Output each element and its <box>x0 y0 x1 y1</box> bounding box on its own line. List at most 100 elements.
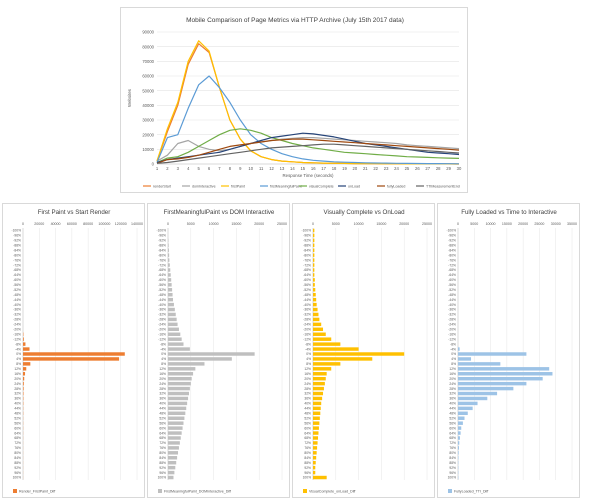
y-tick-label: -52% <box>303 288 311 292</box>
bar <box>23 352 125 355</box>
y-tick-label: 36% <box>14 397 21 401</box>
bar <box>168 402 187 405</box>
y-tick-label: 96% <box>14 471 21 475</box>
x-tick-label: 27 <box>425 166 430 171</box>
y-tick-label: -24% <box>303 323 311 327</box>
y-tick-label: -56% <box>158 283 166 287</box>
diff-bar-chart-meaningful-paint: FirstMeaningfulPaint vs DOM Interactive … <box>148 204 291 499</box>
bar <box>313 347 359 350</box>
y-tick-label: 48% <box>14 411 21 415</box>
y-tick-label: -84% <box>448 248 456 252</box>
y-tick-label: -24% <box>158 323 166 327</box>
y-tick-label: -72% <box>158 263 166 267</box>
y-tick-label: 90000 <box>142 30 154 35</box>
x-tick-label: 28 <box>436 166 441 171</box>
y-tick-label: -20% <box>158 327 166 331</box>
y-tick-label: 64% <box>159 431 166 435</box>
x-tick-label: 5000 <box>332 222 340 226</box>
y-tick-label: -36% <box>13 308 21 312</box>
bar <box>313 412 320 415</box>
y-tick-label: -52% <box>448 288 456 292</box>
bar <box>313 431 318 434</box>
y-tick-label: -76% <box>303 258 311 262</box>
y-tick-label: 72% <box>159 441 166 445</box>
bar <box>313 337 331 340</box>
bar <box>23 377 24 380</box>
y-tick-label: -12% <box>13 337 21 341</box>
x-tick-label: 18 <box>332 166 337 171</box>
y-tick-label: 56% <box>304 421 311 425</box>
bar <box>168 461 176 464</box>
y-tick-label: 80% <box>159 451 166 455</box>
bar <box>168 253 169 256</box>
y-tick-label: -76% <box>158 258 166 262</box>
bar <box>168 367 195 370</box>
y-tick-label: 80% <box>14 451 21 455</box>
x-tick-label: 15000 <box>376 222 386 226</box>
x-tick-label: 25000 <box>534 222 544 226</box>
y-tick-label: -100% <box>156 229 166 233</box>
legend-label: firstPaint <box>231 185 245 189</box>
y-tick-label: -8% <box>305 342 311 346</box>
y-tick-label: 80% <box>449 451 456 455</box>
bar <box>313 278 315 281</box>
bar <box>23 337 24 340</box>
y-tick-label: 32% <box>159 392 166 396</box>
x-tick-label: 24 <box>394 166 399 171</box>
y-tick-label: 56% <box>14 421 21 425</box>
y-tick-label: -80% <box>303 253 311 257</box>
bar <box>168 337 182 340</box>
y-tick-label: 20% <box>449 377 456 381</box>
x-tick-label: 25 <box>405 166 410 171</box>
y-tick-label: 24% <box>304 382 311 386</box>
y-tick-label: 40% <box>304 402 311 406</box>
y-tick-label: 10000 <box>142 147 154 152</box>
bar <box>313 263 314 266</box>
y-tick-label: 32% <box>449 392 456 396</box>
y-tick-label: 76% <box>449 446 456 450</box>
x-tick-label: 7 <box>218 166 221 171</box>
bar <box>313 229 314 232</box>
x-tick-label: 3 <box>177 166 180 171</box>
y-tick-label: 0% <box>161 352 166 356</box>
y-tick-label: -68% <box>13 268 21 272</box>
x-tick-label: 26 <box>415 166 420 171</box>
bar <box>168 372 193 375</box>
y-tick-label: 16% <box>449 372 456 376</box>
x-tick-label: 16 <box>311 166 316 171</box>
y-tick-label: -28% <box>158 318 166 322</box>
y-tick-label: 60% <box>449 426 456 430</box>
bar <box>168 431 182 434</box>
bar <box>313 471 315 474</box>
bar <box>168 466 175 469</box>
bar <box>313 313 318 316</box>
y-tick-label: -36% <box>158 308 166 312</box>
y-tick-label: -44% <box>448 298 456 302</box>
y-tick-label: -4% <box>160 347 166 351</box>
x-tick-label: 0 <box>312 222 314 226</box>
y-tick-label: 4% <box>306 357 311 361</box>
bar <box>458 352 526 355</box>
y-tick-label: 12% <box>159 367 166 371</box>
bar <box>313 323 321 326</box>
bar <box>313 308 318 311</box>
y-tick-label: -4% <box>450 347 456 351</box>
y-tick-label: 12% <box>304 367 311 371</box>
bar <box>313 273 314 276</box>
x-tick-label: 5000 <box>187 222 195 226</box>
y-tick-label: -72% <box>13 263 21 267</box>
y-tick-label: -8% <box>15 342 21 346</box>
y-tick-label: 84% <box>159 456 166 460</box>
y-tick-label: -40% <box>448 303 456 307</box>
y-tick-label: -88% <box>303 243 311 247</box>
y-tick-label: 84% <box>449 456 456 460</box>
y-tick-label: -32% <box>13 313 21 317</box>
y-tick-label: -48% <box>13 293 21 297</box>
bar <box>313 372 327 375</box>
y-tick-label: 56% <box>449 421 456 425</box>
legend-label: firstMeaningfulPaint <box>270 185 302 189</box>
x-tick-label: 0 <box>457 222 459 226</box>
y-tick-label: -56% <box>448 283 456 287</box>
